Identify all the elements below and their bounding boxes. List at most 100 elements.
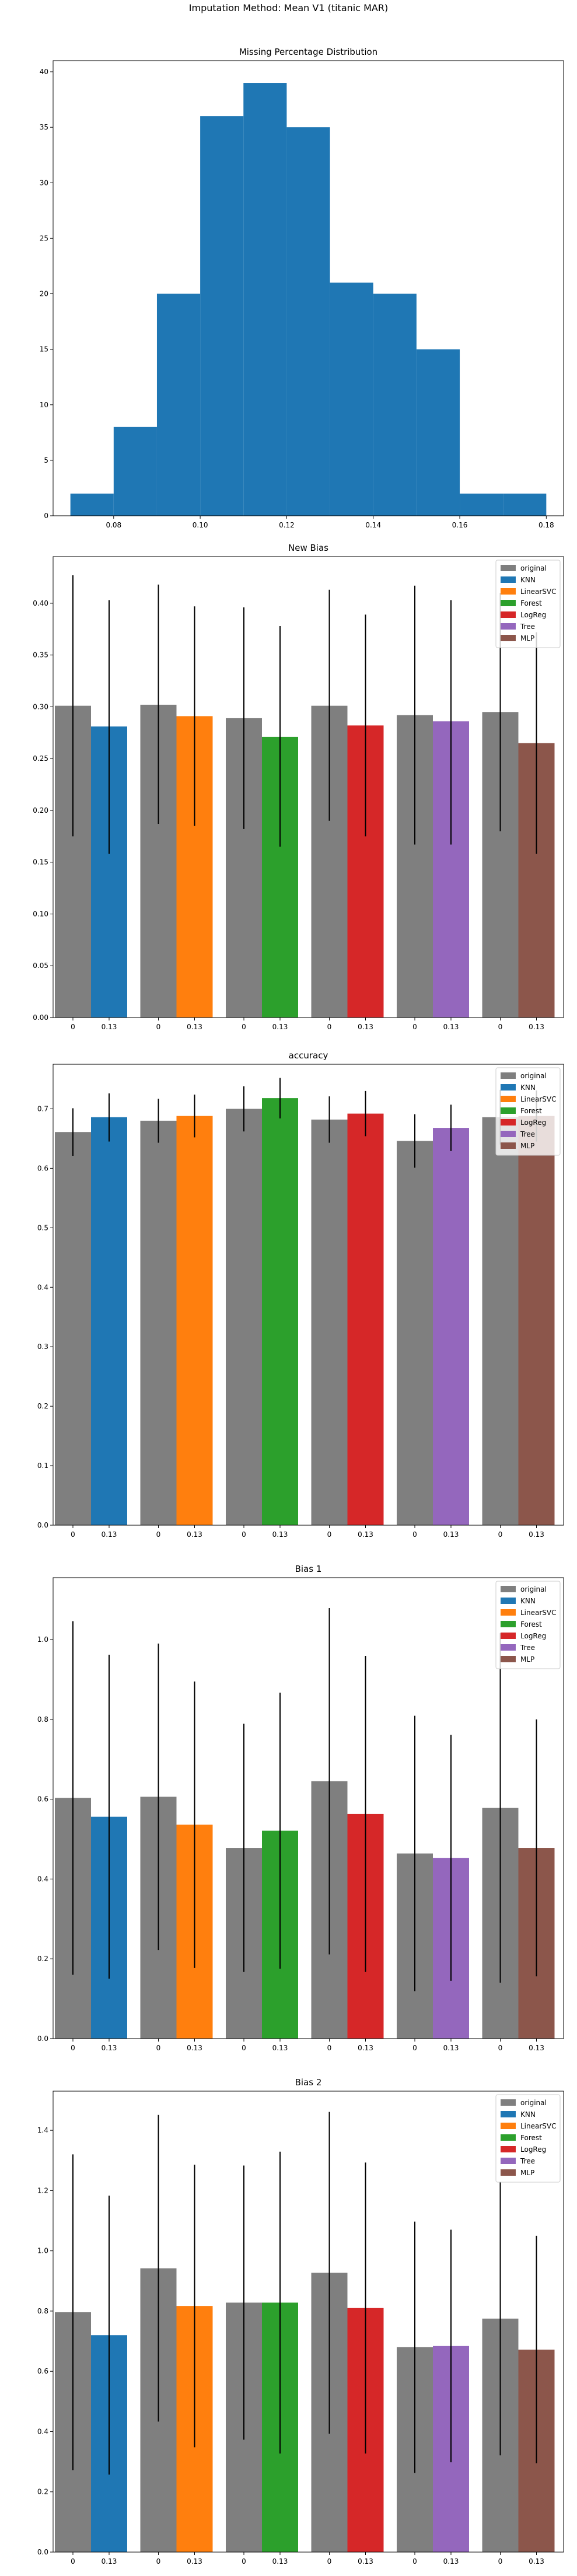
- x-tick-label: 0.13: [272, 2557, 288, 2565]
- histogram-bar: [113, 427, 157, 516]
- y-tick-label: 0.10: [33, 910, 48, 918]
- legend-label-logreg: LogReg: [520, 1119, 546, 1127]
- y-tick-label: 0.2: [37, 1955, 48, 1963]
- x-tick-label: 0: [498, 2557, 503, 2565]
- histogram-bar: [286, 127, 330, 516]
- x-tick-label: 0: [71, 2044, 75, 2052]
- x-tick-label: 0: [156, 2044, 161, 2052]
- plot-frame: [53, 2091, 564, 2553]
- x-tick-label: 0.13: [272, 1023, 288, 1031]
- x-tick-label: 0: [242, 1023, 246, 1031]
- x-tick-label: 0: [498, 2044, 503, 2052]
- histogram-bar: [156, 293, 201, 516]
- chart-title: New Bias: [288, 543, 328, 553]
- y-tick-label: 0.0: [37, 1521, 48, 1529]
- legend-swatch-original: [501, 565, 516, 571]
- x-tick-label: 0.13: [443, 1530, 459, 1539]
- x-tick-label: 0: [412, 1023, 417, 1031]
- legend-swatch-mlp: [501, 635, 516, 641]
- legend-label-mlp: MLP: [520, 634, 534, 642]
- histogram-bar: [243, 83, 287, 516]
- y-tick-label: 0.6: [37, 1795, 48, 1803]
- legend-swatch-forest: [501, 2134, 516, 2141]
- x-tick-label: 0.14: [365, 521, 381, 529]
- new-bias-chart: New Bias 0 0.13 0 0.13 0 0.13 0 0.13 0 0.13 0 0.13 0.…: [33, 543, 564, 1031]
- y-tick-label: 0.7: [37, 1105, 48, 1113]
- legend-swatch-knn: [501, 576, 516, 583]
- legend-label-mlp: MLP: [520, 1655, 534, 1663]
- chart-title: Bias 2: [295, 2077, 322, 2088]
- legend-swatch-logreg: [501, 611, 516, 618]
- y-tick-label: 1.0: [37, 2247, 48, 2255]
- y-tick-label: 0.6: [37, 2367, 48, 2375]
- y-tick-label: 20: [40, 290, 48, 298]
- legend-swatch-mlp: [501, 1656, 516, 1662]
- legend-label-logreg: LogReg: [520, 611, 546, 619]
- x-tick-label: 0: [412, 2044, 417, 2052]
- bias-1-chart: Bias 1 0 0.13 0 0.13 0 0.13 0 0.13 0 0.13 0 0.13 0.0 0…: [37, 1564, 564, 2052]
- bar-original: [311, 1119, 348, 1525]
- y-tick-label: 1.0: [37, 1635, 48, 1644]
- chart-title: Bias 1: [295, 1564, 322, 1574]
- x-tick-label: 0.12: [279, 521, 295, 529]
- y-tick-label: 0.0: [37, 2035, 48, 2043]
- x-tick-label: 0.13: [443, 2557, 459, 2565]
- x-tick-label: 0.13: [358, 2044, 373, 2052]
- legend-swatch-knn: [501, 2111, 516, 2117]
- legend-label-original: original: [520, 1072, 547, 1080]
- x-tick-label: 0.13: [443, 2044, 459, 2052]
- histogram-bar: [373, 293, 417, 516]
- legend-label-tree: Tree: [520, 623, 535, 631]
- x-tick-label: 0: [71, 1023, 75, 1031]
- histogram-bar: [70, 493, 114, 516]
- plot-frame: [53, 556, 564, 1018]
- x-tick-label: 0: [412, 1530, 417, 1539]
- legend-swatch-forest: [501, 600, 516, 606]
- x-tick-label: 0.13: [102, 2557, 117, 2565]
- bar-original: [482, 1117, 519, 1525]
- x-tick-label: 0.13: [529, 1530, 544, 1539]
- x-tick-label: 0.13: [102, 2044, 117, 2052]
- x-tick-label: 0: [327, 1530, 332, 1539]
- y-tick-label: 0.35: [33, 651, 48, 659]
- x-tick-label: 0.13: [102, 1530, 117, 1539]
- y-tick-label: 0.2: [37, 1402, 48, 1410]
- x-tick-label: 0: [498, 1530, 503, 1539]
- x-tick-label: 0: [71, 2557, 75, 2565]
- y-tick-label: 35: [40, 123, 48, 131]
- bar-original: [140, 1120, 177, 1525]
- x-tick-label: 0.13: [272, 1530, 288, 1539]
- x-tick-label: 0.13: [358, 2557, 373, 2565]
- legend-swatch-mlp: [501, 1142, 516, 1149]
- legend-label-tree: Tree: [520, 2157, 535, 2165]
- legend-label-knn: KNN: [520, 1597, 536, 1605]
- y-tick-label: 0.00: [33, 1013, 48, 1022]
- y-tick-label: 0: [44, 512, 48, 520]
- x-tick-label: 0: [156, 1023, 161, 1031]
- legend-swatch-tree: [501, 623, 516, 630]
- legend-label-linearsvc: LinearSVC: [520, 1095, 557, 1103]
- legend-swatch-mlp: [501, 2169, 516, 2176]
- y-tick-label: 0.4: [37, 2427, 48, 2435]
- x-tick-label: 0: [498, 1023, 503, 1031]
- x-tick-label: 0: [156, 2557, 161, 2565]
- bar-original: [226, 1109, 262, 1525]
- x-tick-label: 0.13: [187, 2557, 202, 2565]
- bar-original: [397, 1141, 433, 1525]
- legend-label-original: original: [520, 564, 547, 572]
- y-tick-label: 0.30: [33, 702, 48, 711]
- x-tick-label: 0.10: [193, 521, 208, 529]
- x-tick-label: 0: [71, 1530, 75, 1539]
- bar-knn: [91, 1117, 127, 1525]
- y-tick-label: 1.2: [37, 2186, 48, 2194]
- legend-swatch-tree: [501, 1131, 516, 1137]
- histogram-bar: [503, 493, 547, 516]
- histogram-bar: [460, 493, 503, 516]
- bar-original: [55, 1132, 91, 1525]
- chart-title: accuracy: [289, 1050, 328, 1061]
- x-tick-label: 0: [327, 2044, 332, 2052]
- legend-label-knn: KNN: [520, 1083, 536, 1092]
- legend-label-original: original: [520, 2099, 547, 2107]
- x-tick-label: 0: [412, 2557, 417, 2565]
- legend-swatch-forest: [501, 1621, 516, 1627]
